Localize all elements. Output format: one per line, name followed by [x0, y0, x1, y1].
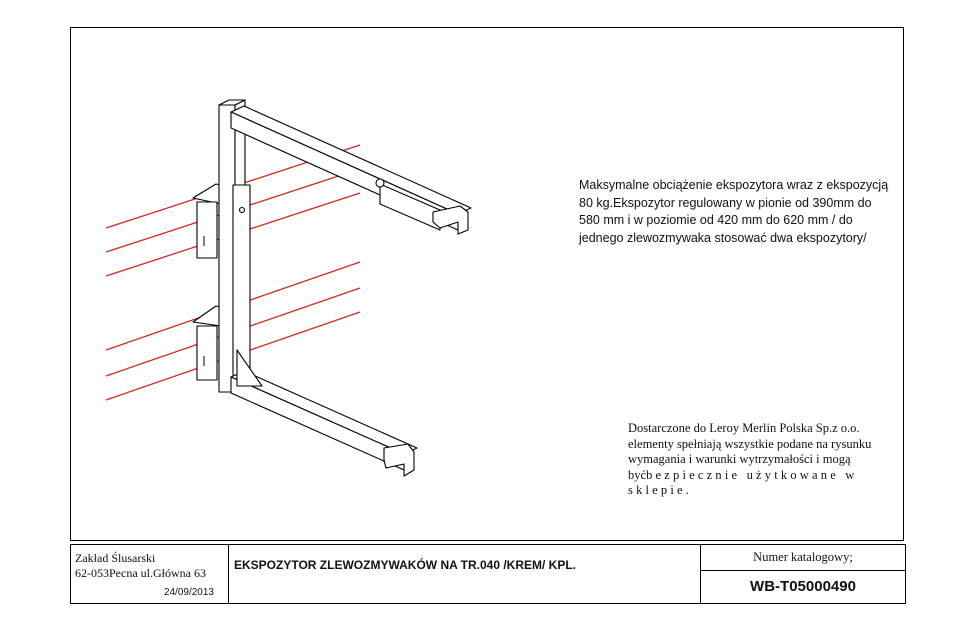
supplier-note-main: Dostarczone do Leroy Merlin Polska Sp.z … — [628, 421, 872, 482]
catalog-number-label: Numer katalogowy; — [700, 544, 906, 571]
title-block: Zakład Ślusarski 62-053Pecna ul.Główna 6… — [70, 544, 906, 604]
upper-wall-plate — [196, 201, 218, 259]
lower-arm-front — [230, 376, 405, 471]
drawing-title: EKSPOZYTOR ZLEWOZMYWAKÓW NA TR.040 /KREM… — [228, 544, 701, 604]
company-name: Zakład Ślusarski — [75, 551, 156, 565]
upper-end-hook — [432, 205, 469, 235]
drawing-frame — [70, 27, 904, 541]
load-capacity-note: Maksymalne obciążenie ekspozytora wraz z… — [579, 178, 889, 245]
company-address: 62-053Pecna ul.Główna 63 — [75, 566, 206, 580]
upper-arm-extension — [379, 183, 441, 231]
supplier-note-spaced: bezpiecznie użytkowane w sklepie. — [628, 467, 858, 498]
post-bolt — [238, 206, 246, 214]
company-cell: Zakład Ślusarski 62-053Pecna ul.Główna 6… — [70, 544, 229, 604]
lower-wall-plate — [196, 325, 218, 381]
supplier-compliance-note: Dostarczone do Leroy Merlin Polska Sp.z … — [628, 421, 908, 499]
post-cap — [218, 99, 246, 106]
catalog-number: WB-T05000490 — [700, 570, 906, 604]
drawing-date: 24/09/2013 — [163, 587, 214, 598]
upper-arm-bolt — [375, 178, 385, 188]
lower-end-hook — [383, 443, 415, 477]
rack-outline — [192, 99, 472, 477]
upper-arm-top — [230, 105, 472, 215]
corner-gusset — [236, 349, 263, 387]
